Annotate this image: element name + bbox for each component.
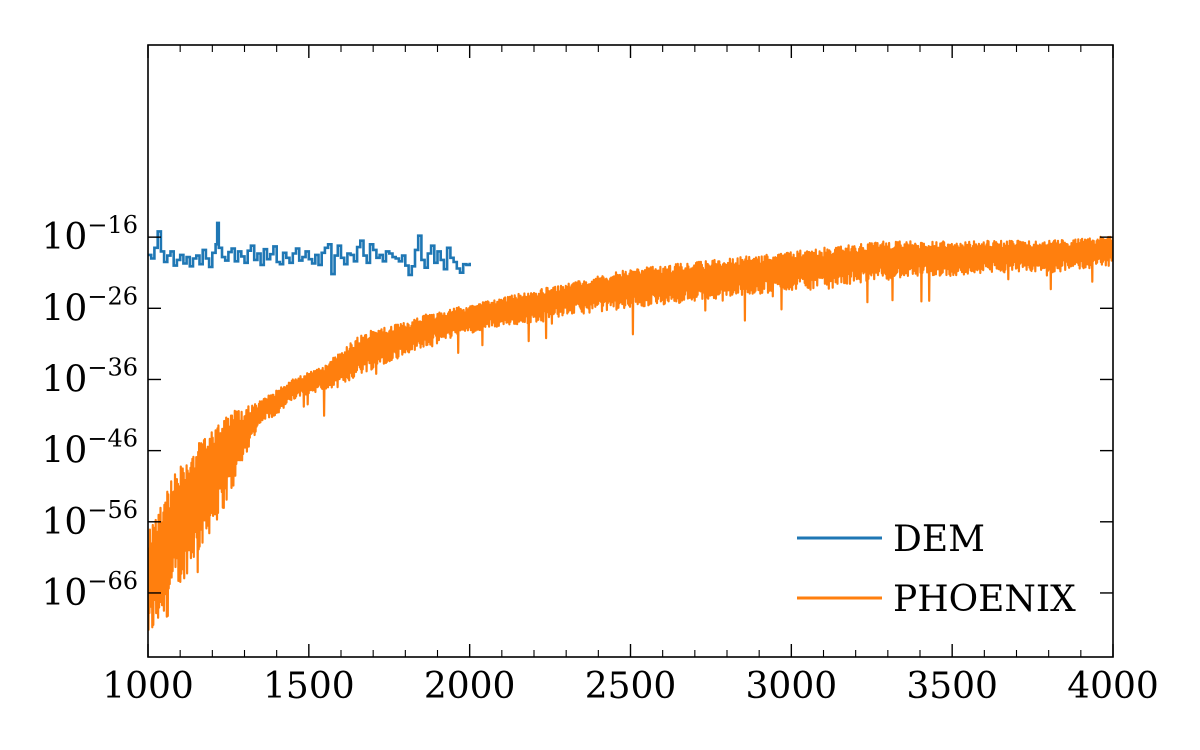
y-tick-label: 10−56: [42, 496, 138, 543]
y-tick-exponent: −46: [87, 425, 138, 453]
y-tick-base: 10: [42, 502, 88, 543]
x-tick-label: 1500: [263, 666, 355, 707]
x-tick-label: 3000: [746, 666, 838, 707]
series-layer: [148, 221, 1113, 631]
y-tick-exponent: −26: [87, 282, 138, 310]
x-tick-label: 3500: [906, 666, 998, 707]
y-tick-label: 10−36: [42, 353, 138, 400]
y-tick-label: 10−16: [42, 211, 138, 258]
x-tick-label: 2500: [585, 666, 677, 707]
y-tick-label: 10−66: [42, 567, 138, 614]
y-tick-base: 10: [42, 359, 88, 400]
x-tick-label: 4000: [1067, 666, 1159, 707]
x-tick-label: 2000: [424, 666, 516, 707]
ticks-layer: 1000 1500 2000 2500 3000 3500 400010−1610−2610…: [42, 45, 1159, 707]
legend-label-dem: DEM: [893, 519, 985, 560]
y-tick-base: 10: [42, 217, 88, 258]
y-tick-base: 10: [42, 573, 88, 614]
y-tick-exponent: −16: [87, 211, 138, 239]
y-tick-base: 10: [42, 288, 88, 329]
y-tick-base: 10: [42, 431, 88, 472]
y-tick-label: 10−26: [42, 282, 138, 329]
series-line-phoenix: [148, 235, 1113, 631]
y-tick-exponent: −66: [87, 567, 138, 595]
series-line-dem: [148, 221, 471, 277]
y-tick-label: 10−46: [42, 425, 138, 472]
legend-label-phoenix: PHOENIX: [893, 579, 1076, 620]
y-tick-exponent: −36: [87, 353, 138, 381]
y-tick-exponent: −56: [87, 496, 138, 524]
x-tick-label: 1000: [102, 666, 194, 707]
axes-frame: [147, 44, 1114, 658]
legend: DEM PHOENIX: [797, 519, 1076, 620]
